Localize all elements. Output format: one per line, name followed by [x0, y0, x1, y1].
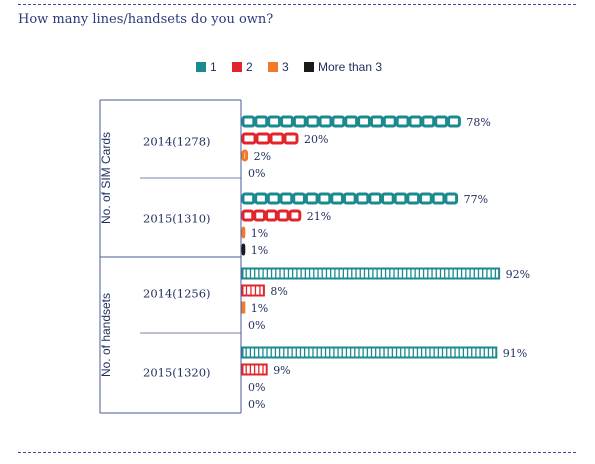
sim-bar-segment-1-2-1-9 [342, 192, 357, 205]
sim-bar-segment-1-2-1-1 [241, 192, 256, 205]
bottom-dotted-rule [18, 452, 576, 453]
sim-bar-segment-1-2-1-6 [304, 192, 319, 205]
value-label-2-1-3: 1% [251, 302, 268, 315]
value-label-1-2-1: 77% [464, 193, 488, 206]
sim-bar-segment-1-1-1-10 [357, 115, 371, 128]
sim-bar-segment-1-2-1-7 [317, 192, 332, 205]
sim-bar-segment-1-1-2-4 [283, 132, 299, 145]
sim-bar-segment-1-2-1-4 [279, 192, 294, 205]
legend-label-1: 1 [210, 60, 217, 74]
sim-bar-segment-1-1-1-8 [331, 115, 346, 128]
value-label-2-1-1: 92% [506, 268, 530, 281]
legend-swatch-3 [268, 62, 278, 72]
sim-bar-segment-1-2-1-12 [381, 192, 395, 205]
value-label-1-1-2: 20% [304, 133, 328, 146]
value-label-2-1-4: 0% [248, 319, 265, 332]
sim-bar-segment-1-2-2-4 [276, 209, 290, 222]
sim-bar-segment-1-1-1-7 [318, 115, 333, 128]
sim-bar-segment-1-1-1-1 [241, 115, 256, 128]
category-label-2-2: 2015(1320) [143, 366, 211, 380]
sim-bar-segment-1-1-1-12 [382, 115, 397, 128]
sim-bar-segment-1-1-1-2 [254, 115, 269, 128]
sim-bar-segment-1-2-1-10 [355, 192, 370, 205]
value-label-2-2-1: 91% [503, 347, 527, 360]
handset-bar-2-2-1 [241, 346, 498, 359]
value-label-2-2-3: 0% [248, 381, 265, 394]
sim-bar-segment-1-2-1-14 [406, 192, 421, 205]
top-dotted-rule [18, 4, 576, 5]
sim-bar-segment-1-1-1-15 [421, 115, 436, 128]
value-label-1-1-4: 0% [248, 167, 265, 180]
group-label-2: No. of handsets [99, 293, 113, 377]
sim-bar-segment-1-1-3-1 [241, 149, 249, 162]
legend-swatch-2 [232, 62, 242, 72]
sim-bar-segment-1-1-1-16 [434, 115, 449, 128]
category-label-1-1: 2014(1278) [143, 135, 211, 149]
sim-bar-segment-1-1-1-13 [395, 115, 410, 128]
sim-bar-segment-1-1-1-9 [344, 115, 359, 128]
legend-label-2: 2 [246, 60, 253, 74]
legend-label-3: 3 [282, 60, 289, 74]
sim-bar-segment-1-2-4-1 [241, 243, 246, 256]
value-label-1-2-2: 21% [307, 210, 331, 223]
sim-bar-segment-1-1-2-1 [241, 132, 257, 145]
value-label-2-2-4: 0% [248, 398, 265, 411]
sim-bar-segment-1-2-1-13 [393, 192, 408, 205]
sim-bar-segment-1-2-1-2 [254, 192, 268, 205]
sim-bar-segment-1-2-1-8 [330, 192, 344, 205]
sim-bar-segment-1-1-2-3 [269, 132, 285, 145]
group-label-1: No. of SIM Cards [99, 132, 113, 224]
legend-swatch-4 [304, 62, 314, 72]
handset-bar-2-1-3 [241, 301, 246, 314]
legend-swatch-1 [196, 62, 206, 72]
category-label-1-2: 2015(1310) [143, 212, 211, 226]
sim-bar-segment-1-1-2-2 [255, 132, 271, 145]
sim-bar-segment-1-2-2-5 [288, 209, 302, 222]
value-label-2-2-2: 9% [273, 364, 290, 377]
value-label-1-1-3: 2% [254, 150, 271, 163]
sim-bar-segment-1-2-2-3 [265, 209, 278, 222]
chart-title: How many lines/handsets do you own? [18, 12, 274, 27]
handset-bar-2-1-2 [241, 284, 265, 297]
sim-bar-segment-1-1-1-14 [408, 115, 423, 128]
sim-bar-segment-1-1-1-17 [447, 115, 461, 128]
sim-bar-segment-1-2-1-11 [368, 192, 383, 205]
sim-bar-segment-1-2-1-5 [292, 192, 306, 205]
sim-bar-segment-1-2-1-15 [419, 192, 433, 205]
sim-bar-segment-1-2-3-1 [241, 226, 246, 239]
sim-bar-segment-1-1-1-3 [267, 115, 282, 128]
sim-bar-segment-1-2-1-16 [431, 192, 446, 205]
category-label-2-1: 2014(1256) [143, 287, 211, 301]
legend-label-4: More than 3 [318, 60, 382, 74]
sim-bar-segment-1-1-1-5 [292, 115, 307, 128]
sim-bar-segment-1-1-1-11 [369, 115, 384, 128]
sim-bar-segment-1-2-2-1 [241, 209, 255, 222]
sim-bar-segment-1-2-1-17 [444, 192, 459, 205]
handset-bar-2-1-1 [241, 267, 501, 280]
value-label-1-1-1: 78% [466, 116, 490, 129]
value-label-1-2-3: 1% [251, 227, 268, 240]
sim-bar-segment-1-1-1-6 [305, 115, 320, 128]
sim-bar-segment-1-2-2-2 [253, 209, 267, 222]
value-label-1-2-4: 1% [251, 244, 268, 257]
value-label-2-1-2: 8% [270, 285, 287, 298]
sim-bar-segment-1-1-1-4 [280, 115, 294, 128]
sim-bar-segment-1-2-1-3 [266, 192, 281, 205]
